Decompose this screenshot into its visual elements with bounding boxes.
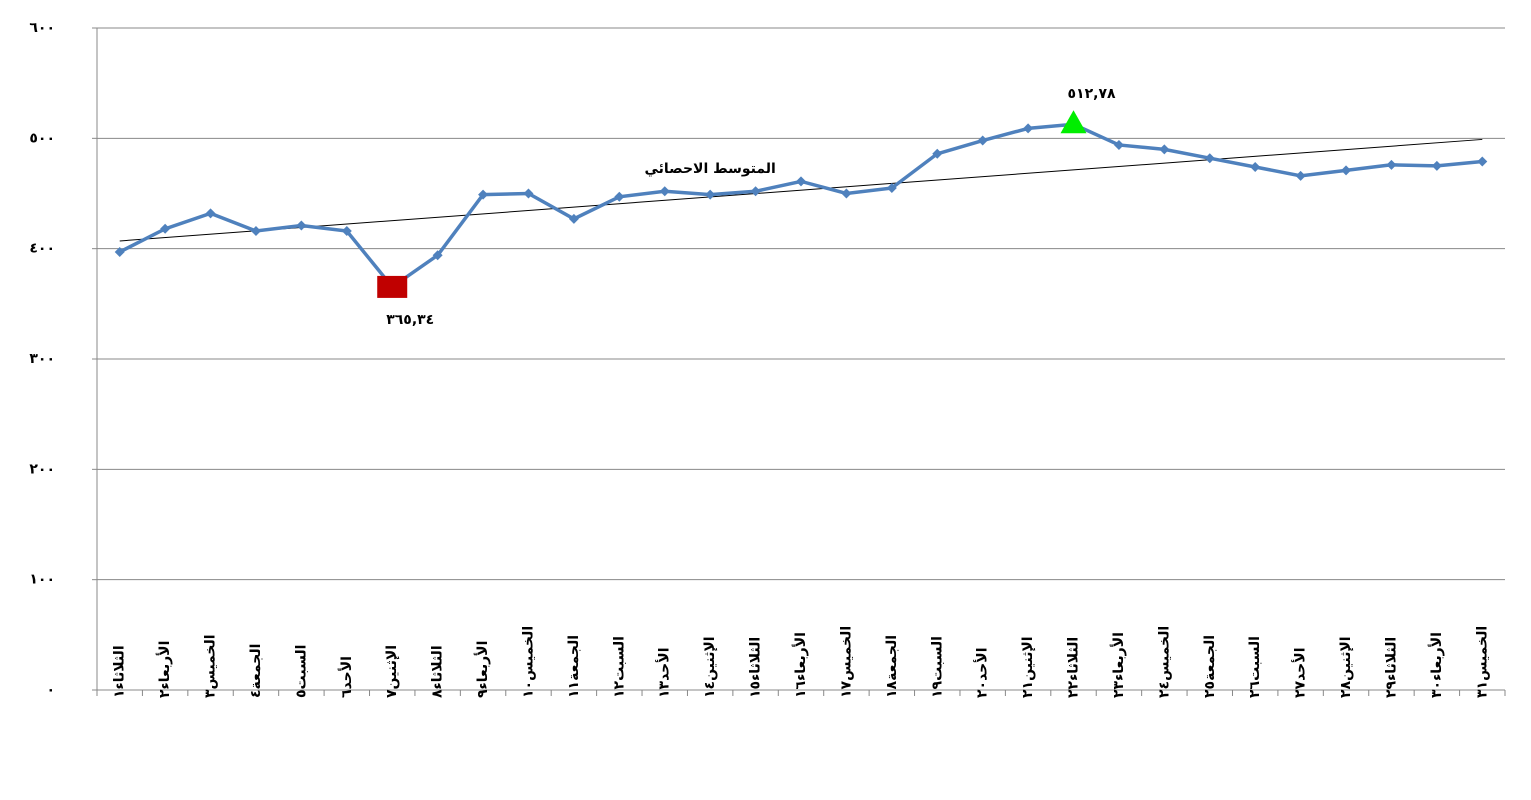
- data-point: [1386, 159, 1397, 170]
- data-point: [1295, 170, 1306, 181]
- data-point: [1431, 160, 1442, 171]
- x-tick-label: الإثنين٢١: [1020, 636, 1036, 698]
- x-tick-label: الخميس٢٤: [1156, 626, 1172, 698]
- data-point: [750, 186, 761, 197]
- data-point: [1341, 165, 1352, 176]
- data-point: [160, 223, 171, 234]
- x-tick-label: الإثنين٧: [384, 645, 400, 698]
- x-tick-label: الأحد٢٠: [974, 647, 991, 698]
- x-tick-label: الثلاثاء٢٢: [1066, 637, 1082, 698]
- x-tick-label: الأربعاء٣٠: [1428, 632, 1445, 698]
- data-point: [1023, 123, 1034, 134]
- x-tick-label: السبت١٩: [929, 636, 945, 698]
- y-tick-label: ٢٠٠: [29, 461, 55, 477]
- y-tick-label: ٤٠٠: [29, 241, 55, 257]
- data-point: [432, 250, 443, 261]
- x-tick-label: الخميس١٠: [520, 626, 536, 698]
- data-point: [886, 182, 897, 193]
- data-point: [614, 191, 625, 202]
- x-tick-label: الجمعة١٨: [884, 635, 900, 698]
- x-tick-label: الثلاثاء٨: [430, 645, 446, 698]
- y-tick-label: ٥٠٠: [29, 130, 55, 146]
- x-tick-label: الأربعاء١٦: [792, 632, 809, 698]
- x-tick-label: الجمعة١١: [566, 635, 582, 698]
- data-point: [1113, 139, 1124, 150]
- data-point: [341, 226, 352, 237]
- x-tick-label: الأحد٢٧: [1292, 648, 1309, 699]
- x-tick-label: الثلاثاء٢٩: [1383, 637, 1399, 698]
- data-point: [568, 213, 579, 224]
- y-tick-label: ١٠٠: [29, 572, 55, 588]
- data-point: [1250, 162, 1261, 173]
- x-tick-label: الأربعاء٢٣: [1110, 632, 1127, 698]
- x-tick-label: الجمعة٤: [248, 644, 264, 698]
- x-tick-label: الأحد١٣: [656, 648, 673, 699]
- data-point: [114, 246, 125, 257]
- data-point: [932, 148, 943, 159]
- x-tick-label: الأربعاء٢: [156, 641, 173, 698]
- series-line: [118, 122, 1483, 290]
- value-label: ٣٦٥,٣٤: [386, 312, 434, 328]
- trendline-label: المتوسط الاحصائي: [644, 161, 775, 177]
- data-point: [296, 220, 307, 231]
- max-marker: [1060, 110, 1087, 134]
- data-point: [659, 186, 670, 197]
- x-tick-label: الإثنين٢٨: [1338, 636, 1354, 698]
- x-tick-label: الأحد٦: [338, 656, 355, 698]
- x-tick-label: الجمعة٢٥: [1202, 635, 1218, 698]
- data-point: [1159, 144, 1170, 155]
- x-tick-label: الثلاثاء١٥: [748, 637, 764, 698]
- data-point: [796, 176, 806, 187]
- y-tick-label: ٠: [46, 682, 55, 698]
- x-tick-label: الخميس١٧: [838, 626, 854, 698]
- y-tick-label: ٦٠٠: [29, 20, 55, 36]
- x-tick-label: السبت٥: [293, 645, 309, 698]
- x-tick-label: الثلاثاء١: [112, 645, 128, 698]
- data-point: [705, 189, 716, 200]
- data-point: [478, 189, 489, 200]
- data-point: [977, 135, 988, 146]
- x-tick-label: السبت٢٦: [1247, 636, 1263, 698]
- data-point: [205, 208, 216, 219]
- x-tick-label: الأربعاء٩: [474, 641, 491, 698]
- data-point: [523, 188, 534, 199]
- data-point: [1204, 153, 1215, 164]
- y-tick-label: ٣٠٠: [29, 351, 55, 367]
- data-point: [841, 188, 852, 199]
- data-point: [1477, 156, 1488, 167]
- value-label: ٥١٢,٧٨: [1067, 86, 1115, 102]
- trendline: [119, 138, 1483, 242]
- x-tick-label: الخميس٣: [203, 634, 219, 698]
- x-tick-label: السبت١٢: [611, 636, 627, 698]
- min-marker: [377, 275, 408, 298]
- data-point: [250, 226, 261, 237]
- x-tick-label: الخميس٣١: [1474, 626, 1490, 698]
- x-tick-label: الإثنين١٤: [702, 636, 718, 698]
